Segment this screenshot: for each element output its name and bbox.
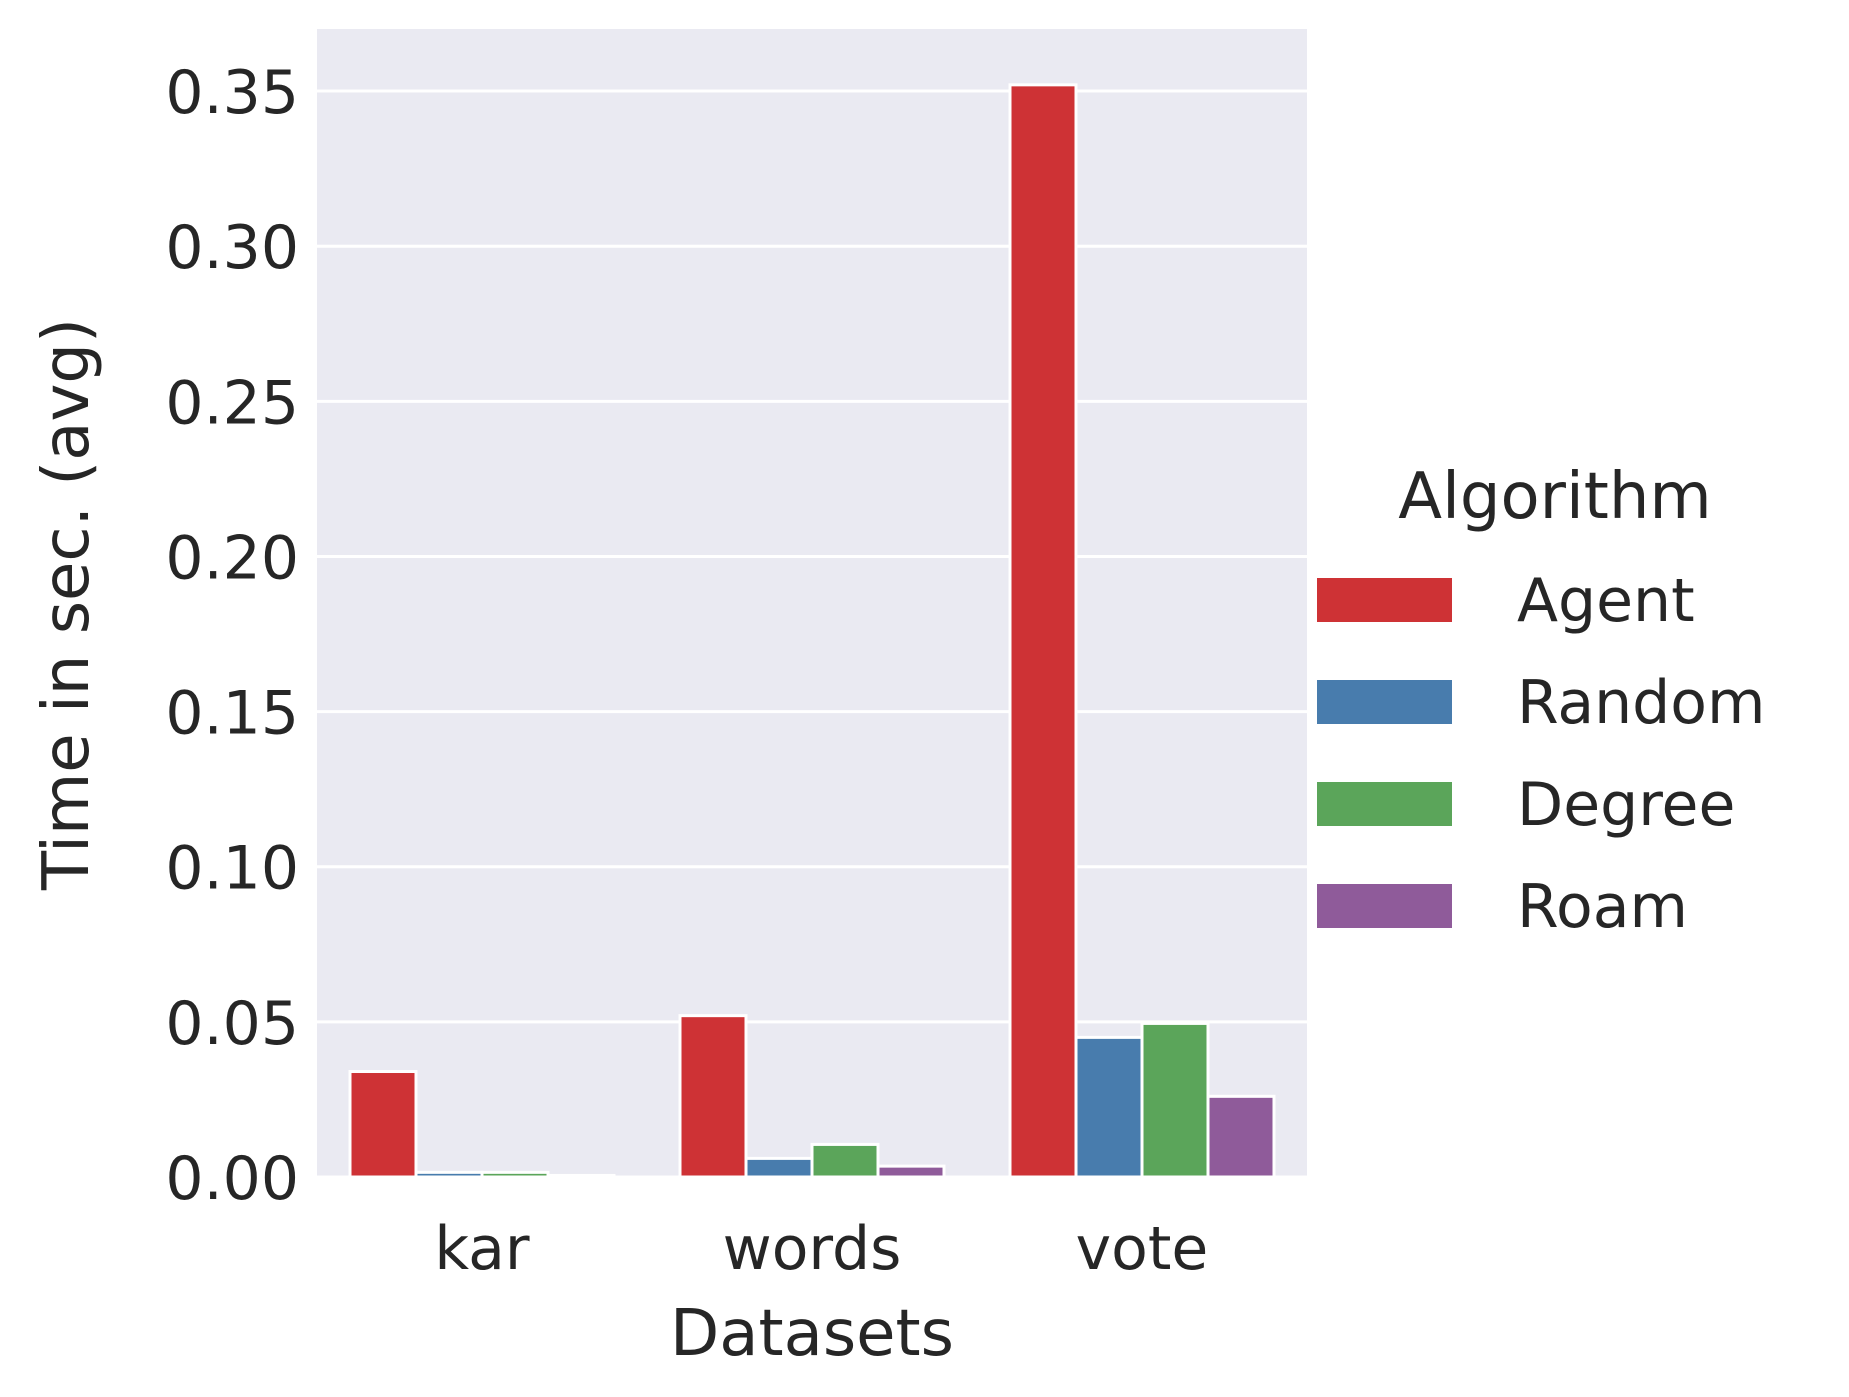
plot-area bbox=[317, 29, 1307, 1177]
legend-swatch-agent bbox=[1317, 578, 1452, 622]
legend: Algorithm Agent Random Degree Roam bbox=[1317, 460, 1765, 942]
y-tick-label: 0.30 bbox=[165, 213, 299, 283]
x-tick-label: words bbox=[723, 1214, 902, 1284]
legend-swatch-random bbox=[1317, 680, 1452, 724]
bar-degree-kar bbox=[480, 1170, 550, 1179]
bar-agent-vote bbox=[1008, 83, 1078, 1179]
y-tick-label: 0.10 bbox=[165, 834, 299, 904]
bar-agent-kar bbox=[348, 1070, 418, 1179]
legend-swatch-roam bbox=[1317, 884, 1452, 928]
x-tick-labels: kar words vote bbox=[434, 1214, 1208, 1284]
legend-label-random: Random bbox=[1517, 668, 1765, 738]
y-tick-label: 0.05 bbox=[165, 989, 299, 1059]
bar-roam-vote bbox=[1206, 1094, 1276, 1179]
legend-title: Algorithm bbox=[1398, 460, 1711, 534]
bar-random-vote bbox=[1074, 1035, 1144, 1179]
bar-roam-words bbox=[876, 1164, 946, 1179]
y-tick-label: 0.20 bbox=[165, 523, 299, 593]
x-tick-label: kar bbox=[434, 1214, 529, 1284]
y-tick-label: 0.15 bbox=[165, 679, 299, 749]
bar-roam-kar bbox=[546, 1173, 616, 1179]
y-tick-label: 0.25 bbox=[165, 368, 299, 438]
x-tick-label: vote bbox=[1076, 1214, 1209, 1284]
y-gridlines bbox=[317, 89, 1307, 1179]
bar-agent-words bbox=[678, 1014, 748, 1179]
x-axis-label: Datasets bbox=[670, 1297, 954, 1371]
bars bbox=[348, 83, 1276, 1179]
legend-label-degree: Degree bbox=[1517, 770, 1735, 840]
y-tick-labels: 0.00 0.05 0.10 0.15 0.20 0.25 0.30 0.35 bbox=[165, 58, 299, 1214]
legend-label-roam: Roam bbox=[1517, 872, 1688, 942]
legend-items: Agent Random Degree Roam bbox=[1317, 566, 1765, 942]
legend-swatch-degree bbox=[1317, 782, 1452, 826]
legend-label-agent: Agent bbox=[1517, 566, 1695, 636]
y-axis-label: Time in sec. (avg) bbox=[30, 318, 104, 891]
bar-random-kar bbox=[414, 1170, 484, 1179]
bar-random-words bbox=[744, 1156, 814, 1179]
y-tick-label: 0.35 bbox=[165, 58, 299, 128]
bar-degree-vote bbox=[1140, 1021, 1210, 1179]
bar-degree-words bbox=[810, 1142, 880, 1179]
y-tick-label: 0.00 bbox=[165, 1144, 299, 1214]
